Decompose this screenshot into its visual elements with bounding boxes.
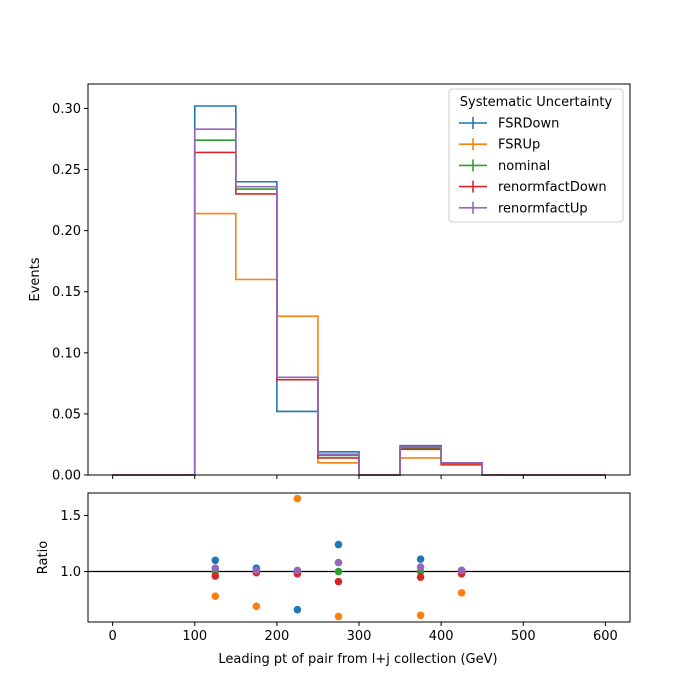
- y-tick-label: 0.30: [52, 102, 81, 117]
- legend-label-renormfactDown: renormfactDown: [498, 180, 607, 195]
- ratio-point-renormfactUp: [211, 564, 220, 572]
- y-tick-label: 0.10: [52, 346, 81, 361]
- ratio-point-FSRUp: [293, 494, 302, 503]
- ratio-point-renormfactDown: [416, 573, 425, 581]
- legend-label-renormfactUp: renormfactUp: [498, 201, 588, 216]
- x-tick-label: 100: [182, 629, 207, 644]
- ratio-y-ticks: 1.0 1.5: [60, 509, 88, 580]
- x-tick-label: 400: [429, 629, 454, 644]
- ratio-point-FSRDown: [334, 540, 343, 549]
- legend-label-FSRUp: FSRUp: [498, 138, 540, 153]
- ratio-point-FSRUp: [252, 602, 261, 611]
- x-tick-label: 300: [347, 629, 372, 644]
- legend-box: [448, 88, 624, 223]
- y-tick-label: 0.00: [52, 469, 81, 484]
- legend-label-nominal: nominal: [498, 159, 550, 174]
- ratio-points-group: [211, 494, 466, 621]
- y-tick-label: 0.25: [52, 163, 81, 178]
- y-tick-label: 0.20: [52, 224, 81, 239]
- ratio-point-FSRDown: [211, 556, 220, 565]
- ratio-y-tick-label: 1.5: [60, 509, 81, 524]
- ratio-point-FSRUp: [334, 612, 343, 621]
- ratio-point-renormfactUp: [293, 566, 302, 575]
- legend-entries: FSRDown FSRUp nominal renormfactDown renormf…: [459, 117, 607, 216]
- x-tick-label: 600: [593, 629, 618, 644]
- ratio-point-FSRDown: [293, 605, 302, 614]
- histogram-panel: 0.00 0.05 0.10 0.15 0.20 0.25 0.30 Events: [28, 83, 631, 484]
- ratio-point-renormfactUp: [416, 563, 425, 571]
- legend-title: Systematic Uncertainty: [460, 95, 613, 110]
- x-tick-label: 0: [108, 629, 116, 644]
- legend: Systematic Uncertainty FSRDown FSRUp nomin…: [448, 88, 624, 223]
- ratio-x-ticks: 0 100 200 300 400 500 600: [108, 622, 618, 644]
- ratio-point-FSRUp: [416, 611, 425, 620]
- y-tick-label: 0.15: [52, 285, 81, 300]
- histogram-x-ticks: [112, 475, 606, 479]
- y-tick-label: 0.05: [52, 407, 81, 422]
- ratio-point-FSRUp: [457, 589, 466, 597]
- ratio-point-renormfactDown: [211, 572, 220, 580]
- histogram-series-group: [112, 105, 606, 476]
- x-tick-label: 200: [264, 629, 289, 644]
- ratio-panel: 1.0 1.5 0 100 200 300 400 500 600 Ratio Leading…: [36, 492, 631, 667]
- ratio-point-FSRDown: [416, 555, 425, 563]
- ratio-y-axis-label: Ratio: [36, 541, 51, 574]
- histogram-y-axis-label: Events: [28, 257, 43, 301]
- ratio-point-renormfactUp: [457, 566, 466, 575]
- ratio-point-renormfactUp: [252, 566, 261, 575]
- ratio-point-FSRUp: [211, 592, 220, 600]
- legend-label-FSRDown: FSRDown: [498, 117, 559, 132]
- histogram-line-renormfactUp: [112, 128, 606, 476]
- ratio-point-renormfactUp: [334, 558, 343, 567]
- ratio-y-tick-label: 1.0: [60, 565, 81, 580]
- histogram-y-ticks: 0.00 0.05 0.10 0.15 0.20 0.25 0.30: [52, 102, 88, 484]
- ratio-point-renormfactDown: [334, 577, 343, 586]
- x-tick-label: 500: [511, 629, 536, 644]
- x-axis-label: Leading pt of pair from l+j collection (…: [218, 652, 497, 667]
- ratio-point-nominal: [334, 567, 343, 576]
